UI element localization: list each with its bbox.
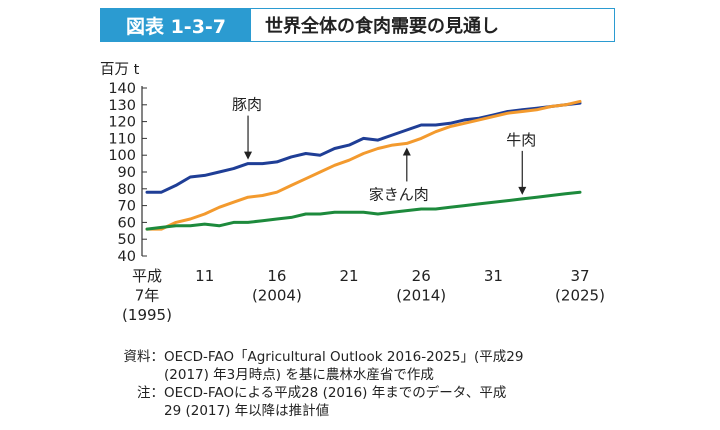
x-tick-label: (2004) bbox=[252, 287, 302, 305]
figure-number: 図表 1-3-7 bbox=[101, 9, 251, 41]
y-tick-label: 140 bbox=[108, 81, 136, 97]
x-tick-label: 37 bbox=[570, 267, 589, 285]
y-tick-label: 100 bbox=[108, 148, 136, 164]
y-tick-label: 110 bbox=[108, 131, 136, 147]
note-source-line: OECD-FAO「Agricultural Outlook 2016-2025」… bbox=[164, 349, 524, 365]
x-tick-label: 11 bbox=[195, 267, 214, 285]
annotation-label: 家きん肉 bbox=[369, 185, 429, 203]
y-tick-label: 120 bbox=[108, 115, 136, 131]
y-tick-label: 40 bbox=[118, 249, 136, 265]
y-tick-label: 80 bbox=[118, 182, 136, 198]
y-tick-label: 130 bbox=[108, 98, 136, 114]
notes: 資料： OECD-FAO「Agricultural Outlook 2016-2… bbox=[100, 348, 700, 420]
x-tick-label: (2025) bbox=[555, 287, 605, 305]
y-tick-label: 60 bbox=[118, 215, 136, 231]
note-remark-line: OECD-FAOによる平成28 (2016) 年までのデータ、平成 bbox=[164, 385, 507, 401]
y-tick-label: 50 bbox=[118, 232, 136, 248]
figure-title: 世界全体の食肉需要の見通し bbox=[265, 16, 499, 37]
y-tick-label: 90 bbox=[118, 165, 136, 181]
series-line-牛肉 bbox=[145, 190, 582, 231]
x-tick-label: (2014) bbox=[396, 287, 446, 305]
x-tick-label: 26 bbox=[412, 267, 431, 285]
annotation-label: 豚肉 bbox=[232, 96, 262, 114]
series-line-豚肉 bbox=[145, 101, 582, 194]
x-tick-label: 21 bbox=[340, 267, 359, 285]
y-axis-label: 百万 t bbox=[100, 62, 140, 78]
x-tick-label: 7年 bbox=[135, 287, 160, 305]
note-remark: 注： OECD-FAOによる平成28 (2016) 年までのデータ、平成 29 … bbox=[100, 384, 700, 420]
note-remark-line: 29 (2017) 年以降は推計値 bbox=[164, 403, 330, 419]
x-tick-label: 平成 bbox=[132, 267, 162, 285]
note-remark-key: 注： bbox=[137, 385, 164, 401]
annotation-label: 牛肉 bbox=[506, 131, 536, 149]
note-source-key: 資料： bbox=[123, 349, 165, 365]
x-tick-label: 31 bbox=[484, 267, 503, 285]
y-tick-label: 70 bbox=[118, 199, 136, 215]
annotation-arrowhead bbox=[518, 186, 527, 195]
annotation-arrowhead bbox=[244, 151, 253, 160]
annotation-arrowhead bbox=[402, 147, 411, 156]
note-source: 資料： OECD-FAO「Agricultural Outlook 2016-2… bbox=[100, 348, 700, 384]
x-tick-label: (1995) bbox=[122, 306, 172, 324]
x-tick-label: 16 bbox=[267, 267, 286, 285]
series-line-家きん肉 bbox=[145, 99, 582, 231]
figure-header: 図表 1-3-7 世界全体の食肉需要の見通し bbox=[100, 8, 615, 42]
note-source-line: (2017) 年3月時点) を基に農林水産省で作成 bbox=[164, 367, 434, 383]
